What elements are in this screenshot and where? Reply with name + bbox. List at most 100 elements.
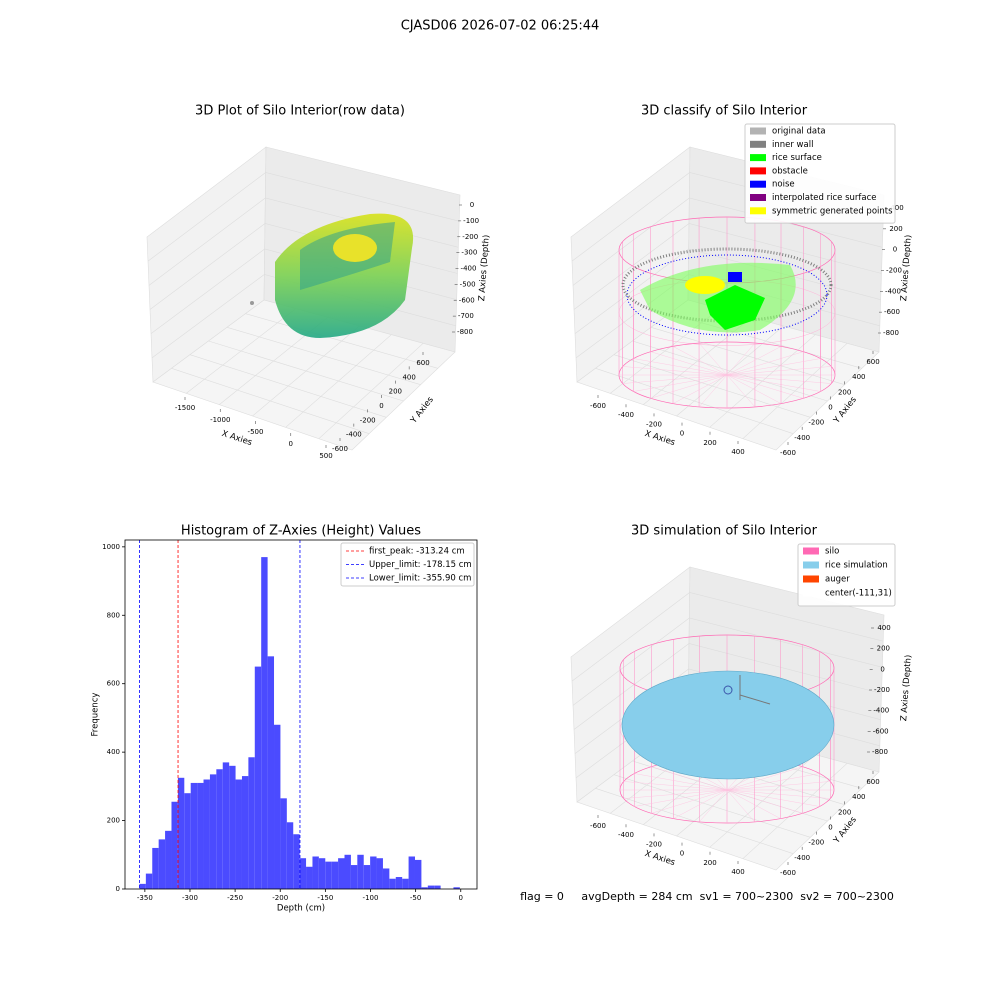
bar [171,801,178,889]
silo-wire [726,374,832,384]
x-tick-label: -200 [646,420,662,428]
bar [235,779,242,889]
z-tick-label: -500 [460,280,476,288]
silo-wire [726,789,755,823]
auger [739,694,771,705]
bar [222,762,230,889]
legend-label: obstacle [772,166,808,176]
pane-grid [574,248,881,334]
z-tick-label: -800 [883,329,899,337]
y-axis-label: Frequency [91,693,101,737]
symmetric-points [685,276,725,294]
legend-swatch [750,167,766,175]
legend-label: inner wall [772,140,813,150]
bar [293,834,300,889]
y-tick-label: -400 [794,854,810,862]
silo-wire [633,358,728,376]
y-tick-label: 200 [838,388,851,396]
bar [434,885,441,889]
bar [299,858,307,889]
bar [344,854,351,889]
y-tick-label: -200 [808,419,824,427]
y-tick-label: 400 [402,373,415,381]
y-tick-label: 400 [852,793,865,801]
x-tick-label: 400 [731,448,744,456]
z-tick-label: -600 [884,308,900,316]
legend-swatch [750,154,766,162]
x-tick-label: 500 [319,452,332,460]
x-tick-label: -200 [272,894,288,902]
bar [241,776,249,889]
y-tick-label: -200 [808,839,824,847]
panel-3d: 3D classify of Silo Interior -600 -400 -200… [570,104,914,457]
y-tick-label: 600 [107,680,120,688]
y-tick-label: -400 [794,434,810,442]
z-tick-label: -200 [886,267,902,275]
silo-wire [726,781,831,791]
silo-wire [650,351,728,376]
bar [331,861,339,889]
silo-wire [726,374,804,399]
x-tick-label: -350 [137,894,153,902]
silo-wire [726,358,821,376]
x-tick-label: -200 [646,840,662,848]
bar [318,858,326,889]
x-tick-label: -100 [363,894,379,902]
bar [267,656,275,889]
panel-title: 3D Plot of Silo Interior(row data) [195,104,405,119]
bar [145,873,153,889]
bar [395,877,403,889]
legend-swatch [803,589,819,597]
z-tick-label: -600 [459,296,475,304]
panel-title: 3D simulation of Silo Interior [631,524,818,539]
z-tick-label: 0 [880,665,884,673]
silo-wire [726,773,820,791]
panel-title: Histogram of Z-Axies (Height) Values [181,524,421,539]
z-tick-label: -300 [461,249,477,257]
panel-3d: 3D Plot of Silo Interior(row data) -1500 -… [146,104,492,460]
silo-wire [622,374,728,384]
legend-label: rice simulation [825,561,888,571]
bar [453,887,460,889]
bar [216,769,223,889]
z-tick-label: -800 [457,328,473,336]
z-tick-label: 200 [889,225,902,233]
silo-wire [672,374,728,404]
bar [402,878,409,889]
y-tick-label: 400 [852,373,865,381]
legend-label: auger [825,575,850,585]
y-tick-label: 600 [866,358,879,366]
legend-label: original data [772,127,826,137]
z-tick-label: 400 [877,624,890,632]
silo-wire [623,789,728,799]
rice-simulation [621,670,835,780]
bar [408,856,415,889]
silo-wire [651,766,728,791]
silo-wire [726,789,803,814]
x-tick-label: -500 [248,428,264,436]
bar [177,777,185,889]
silo-wire [726,789,831,799]
pane-grid [571,592,884,682]
y-tick-label: 200 [107,817,120,825]
silo-wire [726,374,821,392]
bar [229,765,236,889]
rice-top [333,234,377,262]
y-tick-label: 0 [828,824,832,832]
y-tick-label: 600 [416,359,429,367]
silo-wire [726,351,804,376]
bar [139,883,146,889]
legend-label: interpolated rice surface [772,193,877,203]
silo-wire [650,374,728,399]
plot-frame [124,539,478,890]
y-tick-label: -200 [360,416,376,424]
silo-wire [726,346,782,376]
bar [350,865,358,889]
z-tick-label: -800 [872,748,888,756]
bar [190,782,198,889]
bar [312,856,319,889]
silo-wire [634,789,728,807]
noise-ring [626,254,828,336]
silo-wire [622,366,728,376]
